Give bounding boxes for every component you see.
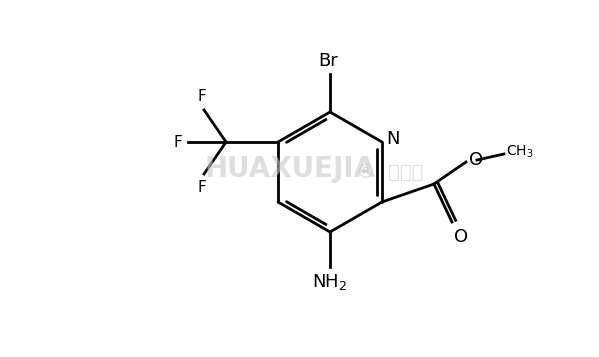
Text: CH$_3$: CH$_3$ <box>506 144 534 160</box>
Text: F: F <box>198 180 207 195</box>
Text: Br: Br <box>318 52 338 70</box>
Text: ®  化学加: ® 化学加 <box>356 162 423 181</box>
Text: N: N <box>386 130 400 148</box>
Text: O: O <box>469 151 483 169</box>
Text: F: F <box>173 135 182 150</box>
Text: NH$_2$: NH$_2$ <box>312 272 347 292</box>
Text: F: F <box>198 89 207 104</box>
Text: O: O <box>454 228 468 246</box>
Text: HUAXUEJIA: HUAXUEJIA <box>204 155 376 183</box>
